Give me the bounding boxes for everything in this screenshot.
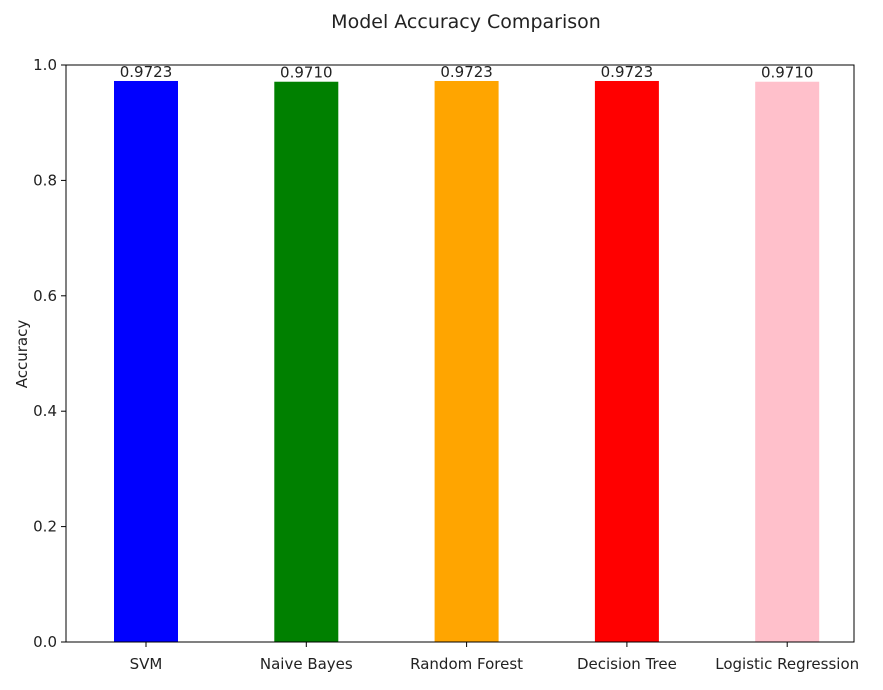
bar-value-label: 0.9710: [761, 64, 814, 82]
bar-naive-bayes: [274, 81, 339, 643]
y-tick-label: 0.4: [33, 402, 57, 420]
bar-decision-tree: [594, 80, 659, 643]
bar-svm: [114, 80, 178, 643]
bars-layer: [114, 80, 820, 643]
bar-value-label: 0.9723: [601, 63, 654, 81]
y-axis-label: Accuracy: [13, 320, 31, 389]
chart-title: Model Accuracy Comparison: [331, 11, 601, 33]
value-labels-layer: 0.9723 0.9710 0.9723 0.9723 0.9710: [120, 63, 814, 82]
x-tick-label: Naive Bayes: [260, 655, 353, 673]
x-tick-label: Logistic Regression: [715, 655, 859, 673]
y-tick-label: 0.6: [33, 287, 57, 305]
y-tick-label: 0.0: [33, 633, 57, 651]
y-tick-label: 1.0: [33, 56, 57, 74]
bar-value-label: 0.9723: [440, 63, 493, 81]
x-tick-label: Decision Tree: [577, 655, 677, 673]
y-tick-label: 0.8: [33, 171, 57, 189]
x-tick-label: Random Forest: [410, 655, 523, 673]
x-ticks-layer: SVM Naive Bayes Random Forest Decision Tree…: [130, 642, 859, 673]
y-ticks-layer: 0.0 0.2 0.4 0.6 0.8 1.0: [33, 56, 66, 651]
bar-logistic-regression: [755, 81, 820, 643]
y-tick-label: 0.2: [33, 518, 57, 536]
bar-value-label: 0.9723: [120, 63, 173, 81]
x-tick-label: SVM: [130, 655, 163, 673]
bar-random-forest: [434, 80, 499, 643]
bar-value-label: 0.9710: [280, 64, 333, 82]
plot-frame: [65, 64, 855, 643]
